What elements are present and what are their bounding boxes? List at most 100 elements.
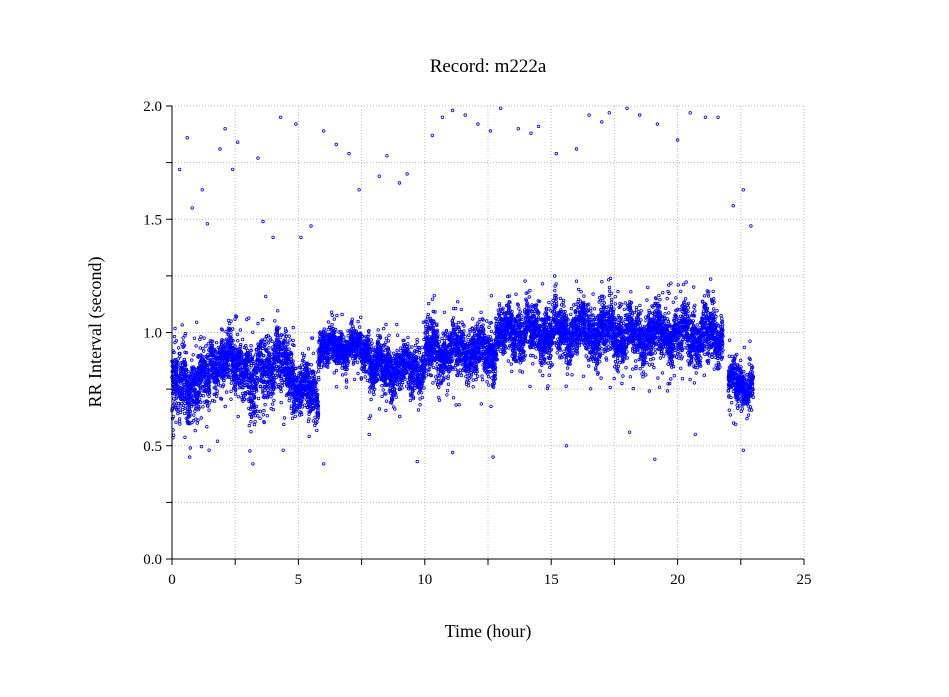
data-point bbox=[334, 327, 338, 332]
data-point bbox=[190, 369, 195, 374]
data-point bbox=[229, 377, 234, 382]
data-point bbox=[346, 334, 350, 338]
data-point bbox=[214, 340, 219, 345]
data-point bbox=[180, 407, 185, 412]
data-point bbox=[179, 404, 183, 408]
data-point bbox=[185, 416, 190, 420]
data-point bbox=[408, 398, 413, 403]
data-point bbox=[387, 333, 391, 337]
data-point bbox=[293, 375, 298, 380]
data-point bbox=[344, 372, 348, 376]
data-point bbox=[425, 333, 430, 337]
data-point bbox=[249, 430, 253, 434]
data-point bbox=[178, 381, 183, 385]
data-point bbox=[205, 366, 210, 370]
data-point bbox=[187, 401, 191, 405]
data-point bbox=[170, 391, 175, 396]
data-point bbox=[223, 404, 227, 409]
data-point bbox=[183, 334, 187, 338]
data-point bbox=[178, 378, 183, 382]
data-point bbox=[173, 326, 177, 331]
data-point bbox=[335, 313, 339, 318]
data-point bbox=[340, 312, 344, 317]
data-point bbox=[196, 404, 201, 409]
data-point bbox=[195, 375, 200, 379]
data-point bbox=[243, 383, 247, 387]
data-point bbox=[485, 319, 489, 323]
data-point bbox=[384, 408, 388, 413]
data-point bbox=[229, 351, 234, 355]
data-point bbox=[209, 370, 213, 375]
data-point bbox=[198, 400, 203, 404]
data-point bbox=[190, 377, 194, 382]
data-point bbox=[418, 397, 422, 401]
data-point bbox=[251, 370, 255, 374]
data-point bbox=[231, 372, 235, 376]
data-point bbox=[185, 386, 189, 390]
data-point bbox=[398, 414, 402, 419]
data-point bbox=[431, 381, 435, 385]
data-point bbox=[251, 330, 255, 334]
data-point bbox=[236, 414, 240, 419]
data-point bbox=[460, 320, 464, 324]
data-point bbox=[291, 338, 295, 343]
data-point bbox=[275, 335, 280, 340]
data-point bbox=[236, 395, 240, 399]
data-point bbox=[242, 345, 247, 350]
data-point bbox=[413, 343, 418, 348]
data-point bbox=[384, 322, 388, 327]
data-point bbox=[349, 327, 353, 331]
data-point bbox=[224, 390, 229, 394]
data-point bbox=[264, 294, 268, 299]
data-point bbox=[198, 361, 202, 365]
data-point bbox=[181, 336, 185, 340]
data-point bbox=[184, 367, 189, 371]
data-point bbox=[376, 333, 380, 338]
data-point bbox=[369, 397, 373, 402]
data-point bbox=[236, 339, 240, 343]
data-point bbox=[485, 380, 489, 384]
data-point bbox=[355, 360, 360, 364]
data-point bbox=[186, 412, 190, 416]
data-point bbox=[221, 379, 226, 383]
data-point bbox=[416, 408, 421, 412]
data-point bbox=[177, 385, 182, 389]
data-point bbox=[384, 340, 388, 344]
data-point bbox=[199, 374, 203, 379]
data-point bbox=[229, 333, 233, 337]
data-point bbox=[418, 356, 422, 361]
data-point bbox=[180, 323, 184, 327]
data-point bbox=[380, 349, 385, 353]
data-point bbox=[188, 421, 192, 426]
data-point bbox=[353, 358, 357, 363]
data-point bbox=[203, 381, 207, 385]
data-point bbox=[315, 428, 319, 433]
data-point bbox=[399, 346, 403, 350]
data-point bbox=[179, 371, 183, 376]
data-point bbox=[289, 357, 294, 362]
data-point bbox=[172, 397, 176, 401]
data-point bbox=[326, 327, 330, 332]
data-point bbox=[203, 389, 207, 393]
data-point bbox=[332, 317, 336, 321]
data-point bbox=[288, 389, 292, 393]
data-point bbox=[229, 397, 233, 401]
data-point bbox=[349, 354, 354, 358]
data-point bbox=[306, 405, 310, 410]
data-point bbox=[247, 406, 251, 411]
data-point bbox=[455, 373, 459, 377]
data-point bbox=[255, 409, 260, 413]
data-point bbox=[303, 364, 307, 368]
data-point bbox=[367, 390, 372, 394]
data-point bbox=[250, 390, 254, 394]
data-point bbox=[185, 380, 189, 384]
data-point bbox=[194, 344, 198, 348]
data-point bbox=[284, 329, 288, 333]
data-point bbox=[194, 320, 199, 324]
data-point bbox=[195, 395, 199, 399]
data-point bbox=[200, 357, 204, 362]
data-point bbox=[172, 350, 176, 355]
data-point bbox=[261, 413, 265, 417]
data-point bbox=[384, 336, 388, 340]
data-point bbox=[311, 351, 316, 355]
